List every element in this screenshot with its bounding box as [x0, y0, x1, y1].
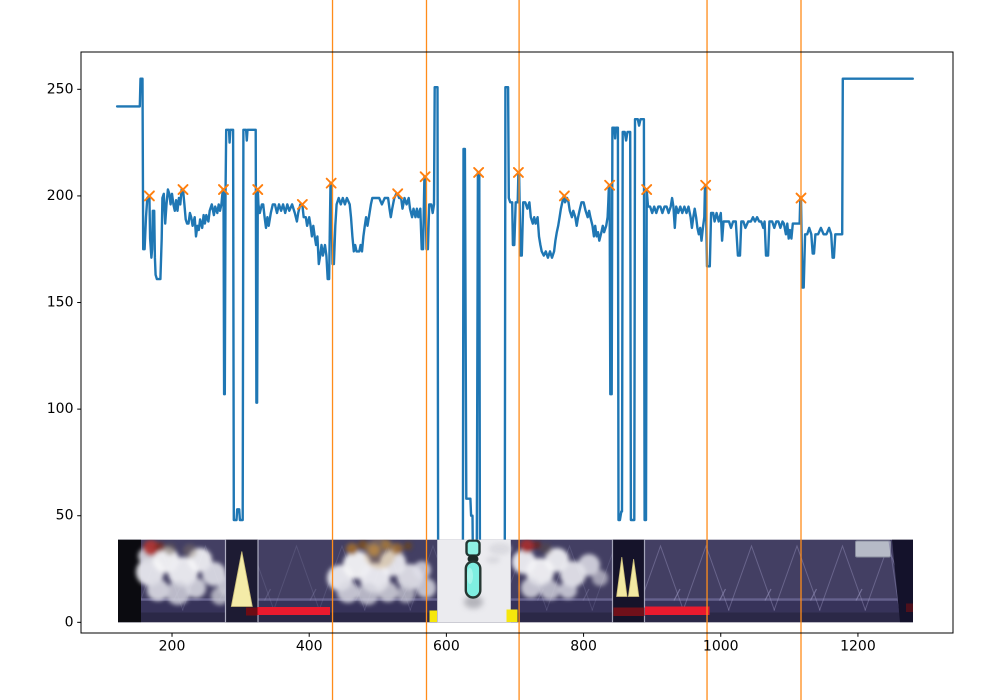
strip-cyan-character [464, 539, 483, 609]
smoke-blob [155, 542, 165, 552]
smoke-blob [578, 554, 600, 576]
strip-gray-hud-box [855, 540, 891, 558]
peak-x-marker [641, 184, 653, 195]
smoke-blob [592, 570, 608, 586]
smoke-blob [164, 543, 176, 555]
smoke-blob [397, 585, 415, 603]
peak-x-marker [392, 188, 404, 200]
y-tick-label: 200 [47, 188, 74, 204]
smoke-blob [404, 542, 412, 550]
up-arrow-icon [230, 551, 253, 607]
axes: 200 400 600 800 1000 1200 0 50 100 150 200 250 [47, 51, 954, 655]
peak-x-marker [512, 167, 524, 178]
embedded-image-strip [118, 539, 913, 623]
peak-x-marker [325, 177, 337, 189]
peak-x-marker [604, 179, 616, 191]
strip-light-panel [437, 539, 511, 623]
character-shadow [464, 595, 483, 609]
strip-arrow-panel-double [611, 539, 646, 623]
lane-boundary-vlines [331, 0, 802, 700]
x-tick-label: 800 [570, 639, 597, 655]
strip-yellow-square [506, 609, 518, 622]
strip-black-edge [118, 539, 141, 623]
smoke-blob [357, 583, 379, 605]
peak-x-marker [473, 167, 485, 178]
up-arrow-icon [627, 558, 640, 597]
x-tick-label: 200 [159, 639, 186, 655]
smoke-blob [413, 561, 431, 579]
up-arrow-icon [616, 556, 628, 597]
strip-red-hint [906, 603, 913, 612]
strip-yellow-square [429, 610, 437, 622]
smoke-blob [559, 581, 577, 599]
peak-markers [143, 167, 807, 210]
smoke-blob [346, 543, 358, 555]
smoke-blob [520, 539, 534, 553]
y-tick-label: 0 [65, 614, 74, 630]
panel-red-bar [613, 607, 645, 616]
x-tick-label: 600 [433, 639, 460, 655]
x-tick-label: 400 [296, 639, 323, 655]
y-tick-label: 250 [47, 81, 74, 97]
x-tick-label: 1200 [840, 639, 876, 655]
smoke-blob [186, 578, 206, 598]
smoke-blob [521, 578, 541, 598]
panel-red-bar [246, 607, 258, 616]
y-tick-label: 100 [47, 401, 74, 417]
peak-x-marker [177, 184, 189, 195]
peak-x-marker [218, 184, 229, 195]
smoke-blob [143, 540, 159, 556]
panel-cloud [489, 542, 511, 556]
smoke-blob [533, 541, 541, 549]
strip-right-dark-wedge [892, 539, 913, 623]
peak-x-marker [700, 179, 712, 191]
strip-road-band [118, 601, 913, 613]
x-tick-label: 1000 [703, 639, 739, 655]
smoke-blob [211, 587, 229, 605]
peak-x-marker [143, 190, 155, 202]
smoke-blob [540, 580, 560, 600]
peak-x-marker [419, 171, 431, 183]
panel-cloud [486, 556, 500, 564]
strip-red-bar [645, 606, 710, 615]
character-head [465, 539, 481, 557]
smoke-blob [166, 581, 190, 605]
strip-arrow-panel-single [224, 539, 259, 623]
smoke-blob [147, 579, 169, 601]
strip-red-bar [257, 607, 330, 615]
y-tick-label: 150 [47, 295, 74, 311]
strip-smoke-right [512, 539, 608, 600]
peak-x-marker [252, 184, 264, 195]
peak-x-marker [558, 190, 570, 202]
axes-frame [80, 51, 954, 634]
smoke-blob [337, 581, 359, 603]
y-tick-label: 50 [56, 508, 74, 524]
strip-smoke-mid [327, 539, 436, 605]
smoke-blob [378, 582, 398, 602]
strip-road-band [118, 598, 913, 601]
smoke-blob [364, 539, 396, 569]
smoke-blob [540, 543, 552, 555]
character-highlight [467, 568, 473, 584]
peak-x-marker [296, 198, 308, 210]
smoke-blob [183, 544, 197, 558]
